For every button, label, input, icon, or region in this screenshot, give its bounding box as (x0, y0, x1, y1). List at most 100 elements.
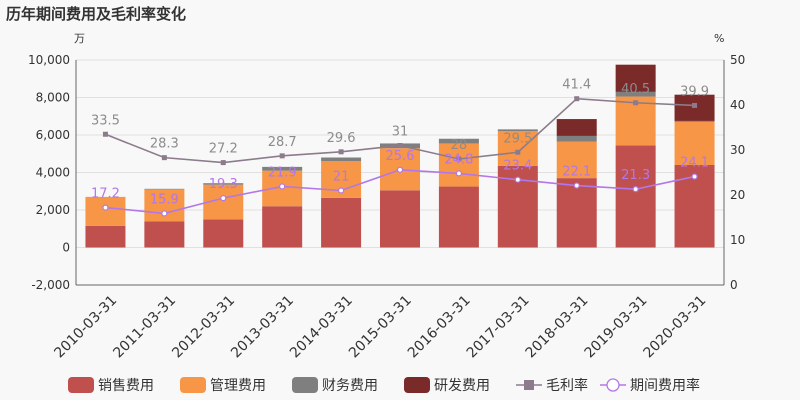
y-right-tick-label: 30 (730, 143, 745, 157)
data-label: 39.9 (680, 84, 709, 99)
y-right-unit: % (714, 32, 724, 45)
series-point (396, 166, 404, 173)
bar-segment (615, 145, 656, 248)
bar-segment (556, 178, 597, 248)
data-label: 28.7 (268, 135, 297, 150)
series-point (456, 156, 462, 162)
series-point (514, 176, 521, 183)
legend-swatch (180, 377, 206, 393)
bar-segment (85, 225, 126, 248)
series-point (220, 195, 227, 202)
data-label: 27.2 (209, 142, 238, 157)
series-point (691, 173, 698, 180)
y-right-tick-label: 20 (730, 188, 745, 202)
y-right-tick-label: 50 (730, 53, 745, 67)
bar-segment (556, 135, 597, 142)
data-label: 24.8 (444, 152, 473, 167)
bar-segment (615, 91, 656, 97)
data-label: 19.3 (209, 177, 238, 192)
bar-segment (556, 141, 597, 179)
data-label: 31 (392, 125, 409, 140)
series-point (220, 160, 226, 166)
legend-swatch (292, 377, 318, 393)
series-point (161, 210, 168, 217)
y-left-tick-label: -2,000 (31, 278, 70, 292)
legend-label: 研发费用 (434, 378, 490, 394)
series-point (397, 143, 403, 148)
axes: -2,000 0 2,000 4,000 6,000 8,000 10,000 0 10 20 30… (28, 53, 745, 292)
data-label: 41.4 (562, 78, 591, 93)
legend-label: 期间费用率 (630, 377, 700, 394)
y-left-tick-label: 2,000 (36, 203, 70, 217)
data-label: 25.6 (386, 149, 415, 164)
series-point (574, 96, 580, 102)
series-point (633, 100, 639, 106)
data-label: 28 (451, 138, 468, 153)
bar-segment (674, 121, 715, 165)
lines (102, 96, 698, 217)
bar-segment (438, 186, 479, 248)
data-label: 29.5 (503, 131, 532, 146)
y-left-tick-label: 4,000 (36, 166, 70, 180)
series-point (102, 131, 108, 137)
y-right-tick-label: 10 (730, 233, 745, 247)
data-label: 33.5 (91, 113, 120, 128)
bar-segment (674, 120, 715, 122)
series-point (279, 153, 285, 159)
y-right-tick-label: 40 (730, 98, 745, 112)
series-point (337, 187, 345, 194)
legend[interactable]: 销售费用 管理费用 财务费用 研发费用 毛利率 期间费用率 (68, 377, 700, 394)
bar-segment (321, 197, 362, 248)
series-point (455, 170, 463, 177)
data-label: 28.3 (150, 137, 179, 152)
legend-swatch (68, 377, 94, 393)
bar-segment (262, 206, 303, 248)
bar-segment (497, 129, 538, 132)
series-point (161, 155, 167, 161)
y-left-tick-label: 6,000 (36, 128, 70, 142)
legend-label: 销售费用 (98, 378, 154, 394)
y-left-tick-label: 10,000 (28, 53, 70, 67)
data-label: 23.4 (503, 159, 532, 174)
series-point (515, 149, 521, 155)
series-point (632, 186, 639, 193)
data-label: 21 (333, 170, 350, 185)
legend-marker (524, 380, 534, 390)
y-right-tick-label: 0 (730, 278, 738, 292)
data-label: 29.6 (327, 131, 356, 146)
bar-segment (85, 196, 126, 226)
data-label: 21.3 (621, 168, 650, 183)
y-left-tick-label: 0 (62, 241, 70, 255)
data-label: 24.1 (680, 156, 709, 171)
bar-segment (203, 183, 244, 185)
y-left-tick-label: 8,000 (36, 91, 70, 105)
data-label: 40.5 (621, 82, 650, 97)
bar-segment (497, 131, 538, 166)
y-left-unit: 万 (74, 32, 85, 45)
legend-label: 毛利率 (546, 377, 588, 394)
series-point (102, 204, 109, 211)
chart-title: 历年期间费用及毛利率变化 (6, 5, 186, 23)
bar-segment (144, 221, 185, 248)
bar-segment (380, 190, 420, 248)
data-label: 15.9 (150, 192, 179, 207)
x-ticks: 2010-03-312011-03-312012-03-312013-03-31… (51, 293, 709, 362)
data-labels: 33.5 28.3 27.2 28.7 29.6 31 28 29.5 41.4 40.5 39.9… (91, 78, 709, 208)
data-label: 22.1 (562, 165, 591, 180)
bar-segment (615, 64, 656, 92)
x-tick-label: 2020-03-31 (641, 293, 710, 362)
bar-segment (262, 166, 303, 171)
data-label: 17.2 (91, 187, 120, 202)
series-point (692, 102, 698, 108)
series-point (338, 149, 344, 155)
bar-segment (438, 143, 479, 187)
bar-segment (438, 138, 479, 144)
legend-swatch (404, 377, 430, 393)
series-point (279, 183, 286, 190)
bar-segment (144, 188, 185, 190)
bar-segment (321, 157, 362, 162)
legend-marker (606, 378, 620, 392)
legend-label: 管理费用 (210, 378, 266, 394)
legend-label: 财务费用 (322, 378, 378, 394)
